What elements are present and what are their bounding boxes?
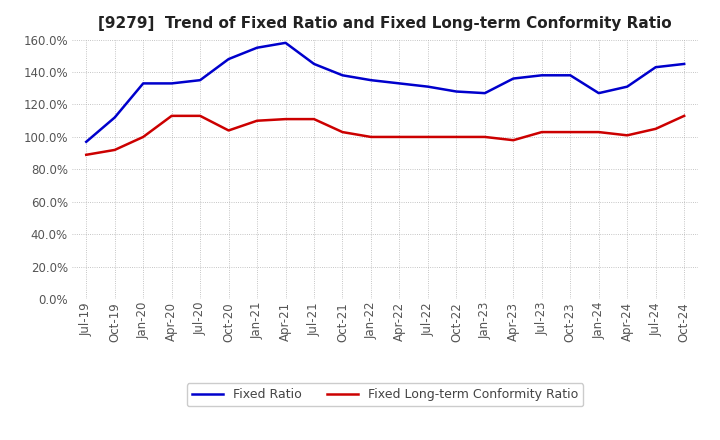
Fixed Long-term Conformity Ratio: [452, 134, 461, 139]
Fixed Long-term Conformity Ratio: [566, 129, 575, 135]
Fixed Ratio: [537, 73, 546, 78]
Fixed Long-term Conformity Ratio: [253, 118, 261, 123]
Fixed Ratio: [282, 40, 290, 45]
Fixed Ratio: [338, 73, 347, 78]
Fixed Long-term Conformity Ratio: [338, 129, 347, 135]
Fixed Long-term Conformity Ratio: [537, 129, 546, 135]
Fixed Long-term Conformity Ratio: [139, 134, 148, 139]
Fixed Ratio: [680, 61, 688, 66]
Fixed Ratio: [566, 73, 575, 78]
Fixed Ratio: [253, 45, 261, 50]
Legend: Fixed Ratio, Fixed Long-term Conformity Ratio: Fixed Ratio, Fixed Long-term Conformity …: [187, 383, 583, 406]
Fixed Ratio: [225, 56, 233, 62]
Fixed Ratio: [480, 91, 489, 96]
Fixed Ratio: [139, 81, 148, 86]
Title: [9279]  Trend of Fixed Ratio and Fixed Long-term Conformity Ratio: [9279] Trend of Fixed Ratio and Fixed Lo…: [99, 16, 672, 32]
Fixed Long-term Conformity Ratio: [310, 117, 318, 122]
Fixed Long-term Conformity Ratio: [595, 129, 603, 135]
Fixed Long-term Conformity Ratio: [509, 138, 518, 143]
Fixed Long-term Conformity Ratio: [623, 133, 631, 138]
Fixed Ratio: [196, 77, 204, 83]
Fixed Ratio: [652, 65, 660, 70]
Fixed Long-term Conformity Ratio: [423, 134, 432, 139]
Fixed Ratio: [167, 81, 176, 86]
Fixed Long-term Conformity Ratio: [395, 134, 404, 139]
Fixed Ratio: [366, 77, 375, 83]
Fixed Long-term Conformity Ratio: [480, 134, 489, 139]
Fixed Long-term Conformity Ratio: [196, 113, 204, 118]
Fixed Long-term Conformity Ratio: [282, 117, 290, 122]
Fixed Ratio: [395, 81, 404, 86]
Fixed Ratio: [509, 76, 518, 81]
Fixed Ratio: [310, 61, 318, 66]
Fixed Long-term Conformity Ratio: [652, 126, 660, 132]
Fixed Ratio: [423, 84, 432, 89]
Fixed Long-term Conformity Ratio: [225, 128, 233, 133]
Fixed Ratio: [82, 139, 91, 144]
Fixed Ratio: [623, 84, 631, 89]
Fixed Long-term Conformity Ratio: [110, 147, 119, 153]
Line: Fixed Long-term Conformity Ratio: Fixed Long-term Conformity Ratio: [86, 116, 684, 155]
Line: Fixed Ratio: Fixed Ratio: [86, 43, 684, 142]
Fixed Long-term Conformity Ratio: [680, 113, 688, 118]
Fixed Long-term Conformity Ratio: [167, 113, 176, 118]
Fixed Long-term Conformity Ratio: [82, 152, 91, 158]
Fixed Ratio: [452, 89, 461, 94]
Fixed Ratio: [595, 91, 603, 96]
Fixed Long-term Conformity Ratio: [366, 134, 375, 139]
Fixed Ratio: [110, 115, 119, 120]
